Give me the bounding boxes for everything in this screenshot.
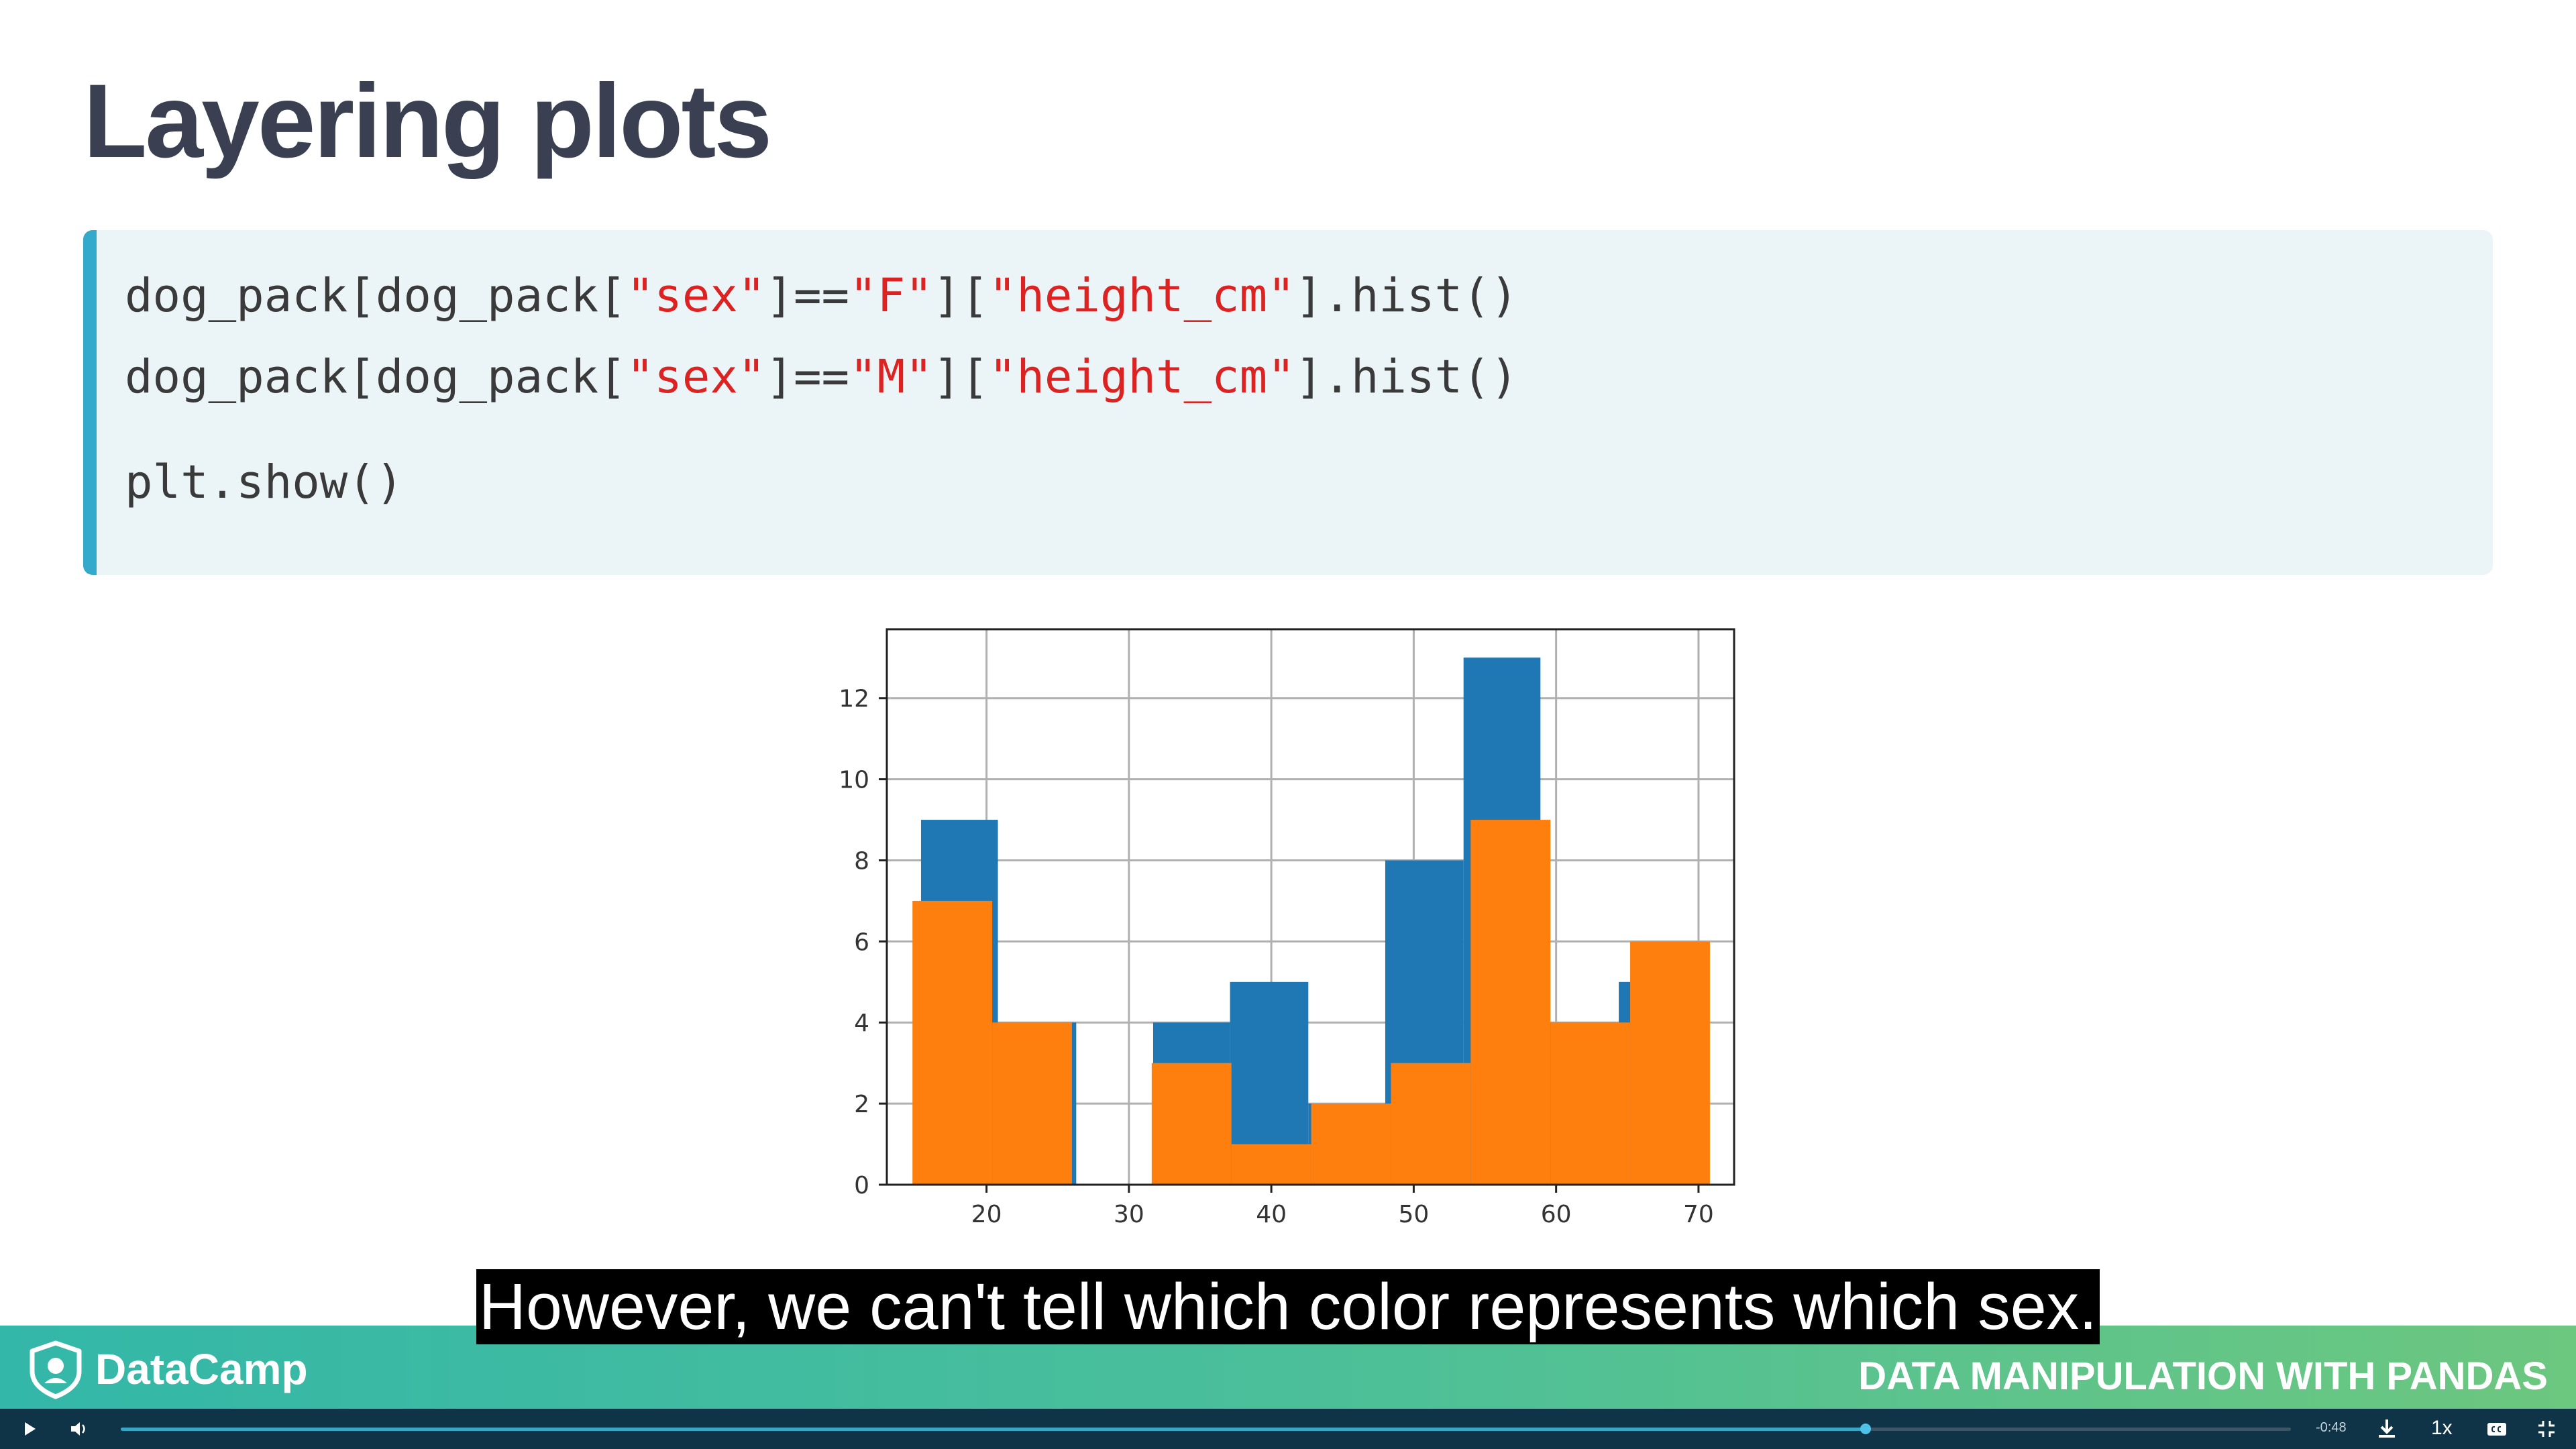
subtitle-caption: However, we can't tell which color repre… — [476, 1269, 2100, 1344]
code-block: dog_pack[dog_pack["sex"]=="F"]["height_c… — [83, 230, 2493, 575]
y-tick-label: 4 — [854, 1010, 869, 1037]
y-tick-label: 0 — [854, 1172, 869, 1199]
download-icon[interactable] — [2375, 1417, 2399, 1441]
histogram-bar-series-2 — [1231, 1144, 1311, 1185]
histogram-bar-series-2 — [1550, 1022, 1631, 1185]
histogram-bar-series-2 — [1391, 1063, 1471, 1185]
datacamp-shield-icon — [30, 1340, 82, 1399]
histogram-bar-series-2 — [1311, 1104, 1391, 1185]
video-player-controls: -0:48 1x — [0, 1409, 2576, 1449]
plot-frame — [885, 628, 1735, 1186]
code-line-1: dog_pack[dog_pack["sex"]=="F"]["height_c… — [125, 269, 1519, 323]
course-name: DATA MANIPULATION WITH PANDAS — [1858, 1354, 2548, 1398]
histogram-bar-series-2 — [1470, 820, 1551, 1185]
x-tick-label: 30 — [1114, 1201, 1144, 1228]
histogram-bar-series-2 — [912, 900, 993, 1185]
progress-fill — [121, 1428, 1866, 1431]
logo-text: DataCamp — [95, 1345, 308, 1393]
playback-speed-button[interactable]: 1x — [2431, 1417, 2453, 1439]
datacamp-logo: DataCamp — [25, 1339, 308, 1399]
closed-captions-icon[interactable] — [2485, 1417, 2509, 1441]
caption-container: However, we can't tell which color repre… — [0, 1269, 2576, 1344]
histogram-chart: 20 30 40 50 60 70 0 2 4 6 8 10 12 — [839, 628, 1735, 1228]
histogram-bar-series-2 — [1630, 941, 1710, 1185]
x-tick-label: 70 — [1683, 1201, 1714, 1228]
x-tick-label: 20 — [971, 1201, 1002, 1228]
exit-fullscreen-icon[interactable] — [2534, 1417, 2559, 1441]
y-tick-label: 6 — [854, 928, 869, 956]
time-remaining: -0:48 — [2316, 1420, 2347, 1435]
y-tick-label: 10 — [839, 767, 869, 794]
code-line-2: dog_pack[dog_pack["sex"]=="M"]["height_c… — [125, 350, 1519, 404]
code-line-3: plt.show() — [125, 455, 404, 509]
x-tick-label: 50 — [1398, 1201, 1429, 1228]
slide-title: Layering plots — [83, 63, 772, 180]
progress-handle[interactable] — [1860, 1424, 1871, 1434]
progress-track[interactable] — [121, 1424, 2291, 1434]
y-tick-label: 2 — [854, 1091, 869, 1118]
y-tick-label: 8 — [854, 847, 869, 875]
volume-icon[interactable] — [67, 1417, 91, 1441]
x-tick-label: 40 — [1256, 1201, 1287, 1228]
histogram-bar-series-2 — [992, 1022, 1072, 1185]
code-block-accent-bar — [83, 230, 97, 575]
play-icon[interactable] — [17, 1417, 42, 1441]
x-tick-label: 60 — [1541, 1201, 1572, 1228]
y-tick-label: 12 — [839, 686, 869, 713]
footer-band: DataCamp DATA MANIPULATION WITH PANDAS — [0, 1326, 2576, 1409]
histogram-bar-series-2 — [1151, 1063, 1232, 1185]
